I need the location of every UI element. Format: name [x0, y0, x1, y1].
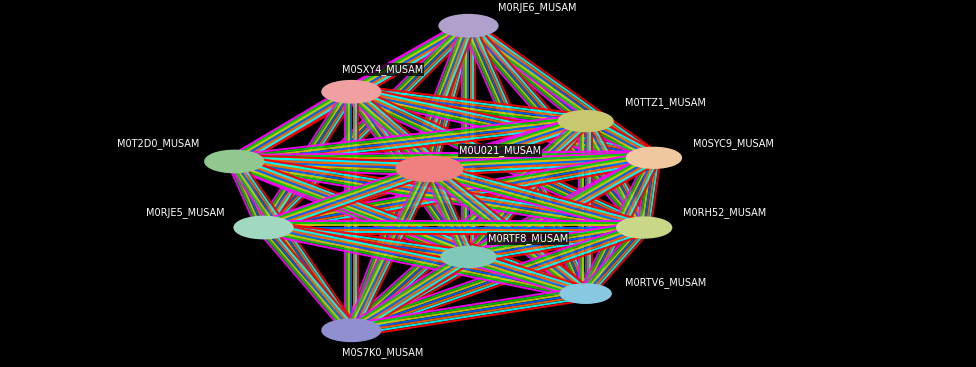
Text: M0SXY4_MUSAM: M0SXY4_MUSAM [342, 64, 423, 75]
Text: M0TTZ1_MUSAM: M0TTZ1_MUSAM [625, 97, 706, 108]
Circle shape [396, 156, 463, 181]
Circle shape [322, 319, 381, 341]
Text: M0RH52_MUSAM: M0RH52_MUSAM [683, 207, 766, 218]
Circle shape [617, 217, 671, 238]
Text: M0RTV6_MUSAM: M0RTV6_MUSAM [625, 277, 706, 288]
Text: M0SYC9_MUSAM: M0SYC9_MUSAM [693, 138, 774, 149]
Text: M0U021_MUSAM: M0U021_MUSAM [459, 145, 541, 156]
Circle shape [560, 284, 611, 303]
Circle shape [627, 148, 681, 168]
Circle shape [322, 81, 381, 103]
Text: M0RJE5_MUSAM: M0RJE5_MUSAM [146, 207, 225, 218]
Circle shape [439, 15, 498, 37]
Circle shape [234, 217, 293, 239]
Text: M0T2D0_MUSAM: M0T2D0_MUSAM [117, 138, 199, 149]
Circle shape [441, 247, 496, 267]
Text: M0S7K0_MUSAM: M0S7K0_MUSAM [342, 347, 423, 358]
Circle shape [558, 111, 613, 131]
Circle shape [205, 150, 264, 172]
Text: M0RJE6_MUSAM: M0RJE6_MUSAM [498, 2, 576, 13]
Text: M0RTF8_MUSAM: M0RTF8_MUSAM [488, 233, 568, 244]
